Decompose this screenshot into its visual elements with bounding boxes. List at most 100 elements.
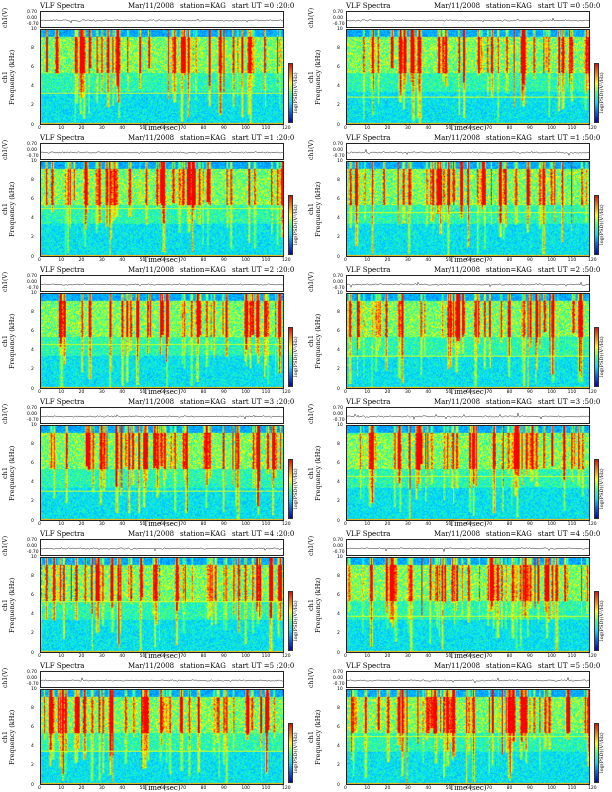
spectrogram-image [41, 690, 283, 784]
spectrogram-panel: VLF Spectra Mar/11/2008 station=KAG start U… [306, 264, 612, 396]
signal-line [41, 547, 285, 552]
panel-title: VLF Spectra [346, 2, 391, 10]
time-tick-label: 60 [160, 785, 166, 791]
panel-date: Mar/11/2008 [128, 530, 175, 538]
time-tick-label: 30 [405, 653, 411, 659]
time-tick-label: 110 [261, 389, 271, 395]
time-tick-label: 60 [160, 257, 166, 263]
time-tick-label: 60 [466, 125, 472, 131]
frequency-tick-label: 8 [31, 441, 34, 447]
signal-trace-plot [41, 283, 284, 287]
frequency-tick-label: 10 [31, 554, 37, 560]
spectrogram-panel: VLF Spectra Mar/11/2008 station=KAG start U… [306, 132, 612, 264]
signal-tick-label: 0.70 [27, 10, 38, 15]
time-tick-label: 60 [466, 653, 472, 659]
panel-header: VLF Spectra Mar/11/2008 station=KAG start U… [306, 396, 612, 408]
panel-header: VLF Spectra Mar/11/2008 station=KAG start U… [306, 264, 612, 276]
spectrogram [346, 425, 590, 521]
time-tick-label: 110 [567, 389, 577, 395]
time-tick-label: 40 [119, 389, 126, 395]
time-tick-label: 120 [282, 389, 291, 395]
panel-header: VLF Spectra Mar/11/2008 station=KAG start U… [0, 264, 306, 276]
time-axis-label: Time (sec) [143, 256, 181, 264]
time-tick-label: 60 [466, 785, 472, 791]
panel-date: Mar/11/2008 [128, 398, 175, 406]
frequency-tick-label: 0 [31, 650, 34, 656]
spectrogram [40, 29, 284, 125]
time-tick-label: 10 [364, 125, 371, 131]
frequency-tick-label: 10 [31, 422, 37, 428]
time-tick-label: 120 [588, 521, 597, 527]
panel-start-time: start UT =3 :20:0 [232, 398, 295, 406]
signal-trace [346, 539, 591, 556]
panel-start-time: start UT =0 :50:0 [538, 2, 601, 10]
spectrogram-image [41, 162, 283, 256]
frequency-tick-label: 6 [337, 592, 340, 598]
frequency-tick-label: 10 [337, 290, 343, 296]
panel-header: VLF Spectra Mar/11/2008 station=KAG start U… [0, 528, 306, 540]
panel-title: VLF Spectra [346, 398, 391, 406]
signal-trace-plot [347, 281, 591, 288]
time-tick-label: 10 [58, 125, 65, 131]
signal-tick-label: -0.70 [27, 286, 39, 291]
panel-header: VLF Spectra Mar/11/2008 station=KAG start U… [306, 660, 612, 672]
frequency-tick-label: 0 [337, 254, 340, 260]
frequency-tick-label: 0 [31, 122, 34, 128]
panel-station: station=KAG [486, 398, 532, 406]
frequency-tick-label: 0 [31, 386, 34, 392]
signal-tick-label: 0.00 [27, 16, 38, 21]
time-tick-label: 70 [180, 521, 187, 527]
frequency-tick-label: 0 [31, 782, 34, 788]
frequency-tick-label: 8 [31, 177, 34, 183]
frequency-tick-label: 10 [337, 26, 343, 32]
time-tick-label: 110 [567, 257, 577, 263]
signal-axis-label: ch1(V) [2, 7, 9, 28]
spectrogram-image [41, 294, 283, 388]
frequency-tick-label: 8 [337, 573, 340, 579]
signal-axis-label: ch1(V) [308, 667, 315, 688]
time-tick-label: 40 [119, 257, 126, 263]
panel-start-time: start UT =2 :50:0 [538, 266, 601, 274]
spectrogram-image [347, 30, 589, 124]
time-tick-label: 80 [200, 257, 207, 263]
time-tick-label: 50 [139, 653, 146, 659]
time-tick-label: 70 [180, 257, 187, 263]
time-tick-label: 100 [241, 521, 250, 527]
time-tick-label: 110 [567, 125, 577, 131]
spectrogram [40, 689, 284, 785]
time-tick-label: 60 [160, 521, 166, 527]
time-tick-label: 100 [241, 257, 250, 263]
frequency-axis-label: ch1 Frequency (kHz) [307, 445, 322, 501]
time-tick-label: 50 [139, 125, 146, 131]
signal-tick-label: 0.70 [27, 274, 38, 279]
time-tick-label: 20 [78, 521, 85, 527]
signal-tick-label: 0.00 [333, 676, 344, 681]
frequency-tick-label: 2 [337, 103, 340, 109]
time-tick-label: 80 [200, 125, 207, 131]
time-tick-label: 90 [527, 389, 533, 395]
panel-station: station=KAG [486, 2, 532, 10]
time-tick-label: 70 [486, 521, 493, 527]
colorbar [594, 591, 599, 651]
time-tick-label: 10 [364, 653, 371, 659]
time-tick-label: 110 [261, 653, 271, 659]
frequency-axis-label: ch1 Frequency (kHz) [1, 49, 16, 105]
frequency-tick-label: 8 [337, 441, 340, 447]
frequency-tick-label: 4 [337, 612, 340, 618]
panel-title: VLF Spectra [40, 530, 85, 538]
time-tick-label: 10 [58, 653, 65, 659]
panel-title: VLF Spectra [346, 134, 391, 142]
frequency-tick-label: 8 [337, 309, 340, 315]
time-tick-label: 80 [506, 389, 513, 395]
time-tick-label: 100 [241, 653, 250, 659]
time-tick-label: 20 [384, 257, 391, 263]
time-tick-label: 90 [527, 785, 533, 791]
panel-station: station=KAG [180, 2, 226, 10]
panel-start-time: start UT =2 :20:0 [232, 266, 295, 274]
time-tick-label: 0 [344, 653, 347, 659]
frequency-tick-label: 8 [31, 45, 34, 51]
panel-station: station=KAG [486, 134, 532, 142]
panel-header: VLF Spectra Mar/11/2008 station=KAG start U… [306, 0, 612, 12]
signal-tick-label: 0.00 [333, 280, 344, 285]
frequency-tick-label: 4 [337, 744, 340, 750]
